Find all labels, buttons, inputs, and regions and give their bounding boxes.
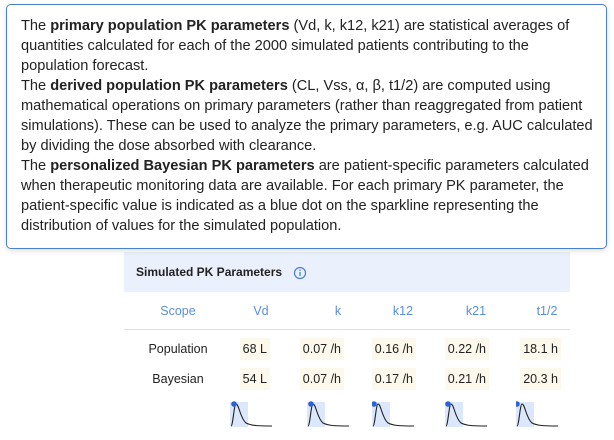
panel-header: Simulated PK Parameters (124, 252, 570, 292)
sparkline (230, 401, 273, 427)
column-header: t1/2 (536, 304, 558, 318)
panel-title: Simulated PK Parameters (136, 265, 283, 279)
text-run: are patient-specific parameters calculat… (21, 158, 589, 234)
value-cell: 0.21 /h (444, 368, 489, 390)
row-label: Bayesian (152, 372, 204, 386)
text-run: (Vd, k, k12, k21) are statistical averag… (21, 18, 570, 74)
value-cell: 0.16 /h (371, 338, 416, 360)
sparkline (307, 401, 350, 427)
column-header: k12 (392, 304, 414, 318)
bold-term: personalized Bayesian PK parameters (50, 158, 315, 174)
column-header: k (334, 304, 342, 318)
header-divider (124, 329, 570, 330)
value-cell: 0.22 /h (444, 338, 489, 360)
value-cell: 18.1 h (520, 338, 561, 360)
value-cell: 0.17 /h (371, 368, 416, 390)
info-tooltip: The primary population PK parameters (Vd… (6, 4, 607, 249)
text-run: The (21, 158, 51, 174)
column-header: Vd (253, 304, 269, 318)
sparkline (445, 401, 488, 427)
value-cell: 68 L (239, 338, 270, 360)
value-cell: 20.3 h (520, 368, 561, 390)
column-header: Scope (160, 304, 196, 318)
row-label: Population (148, 342, 208, 356)
sparkline (516, 401, 559, 427)
bold-term: derived population PK parameters (50, 78, 288, 94)
tooltip-paragraph: The personalized Bayesian PK parameters … (21, 156, 593, 236)
value-cell: 54 L (239, 368, 270, 390)
info-icon[interactable] (293, 266, 307, 280)
tooltip-paragraph: The primary population PK parameters (Vd… (21, 16, 593, 76)
value-cell: 0.07 /h (299, 338, 344, 360)
sparkline (372, 401, 415, 427)
tooltip-paragraph: The derived population PK parameters (CL… (21, 76, 593, 156)
text-run: The (21, 18, 51, 34)
column-header: k21 (465, 304, 487, 318)
text-run: The (21, 78, 51, 94)
bold-term: primary population PK parameters (50, 18, 290, 34)
text-run: (CL, Vss, α, β, t1/2) are computed using… (21, 78, 593, 154)
value-cell: 0.07 /h (299, 368, 344, 390)
